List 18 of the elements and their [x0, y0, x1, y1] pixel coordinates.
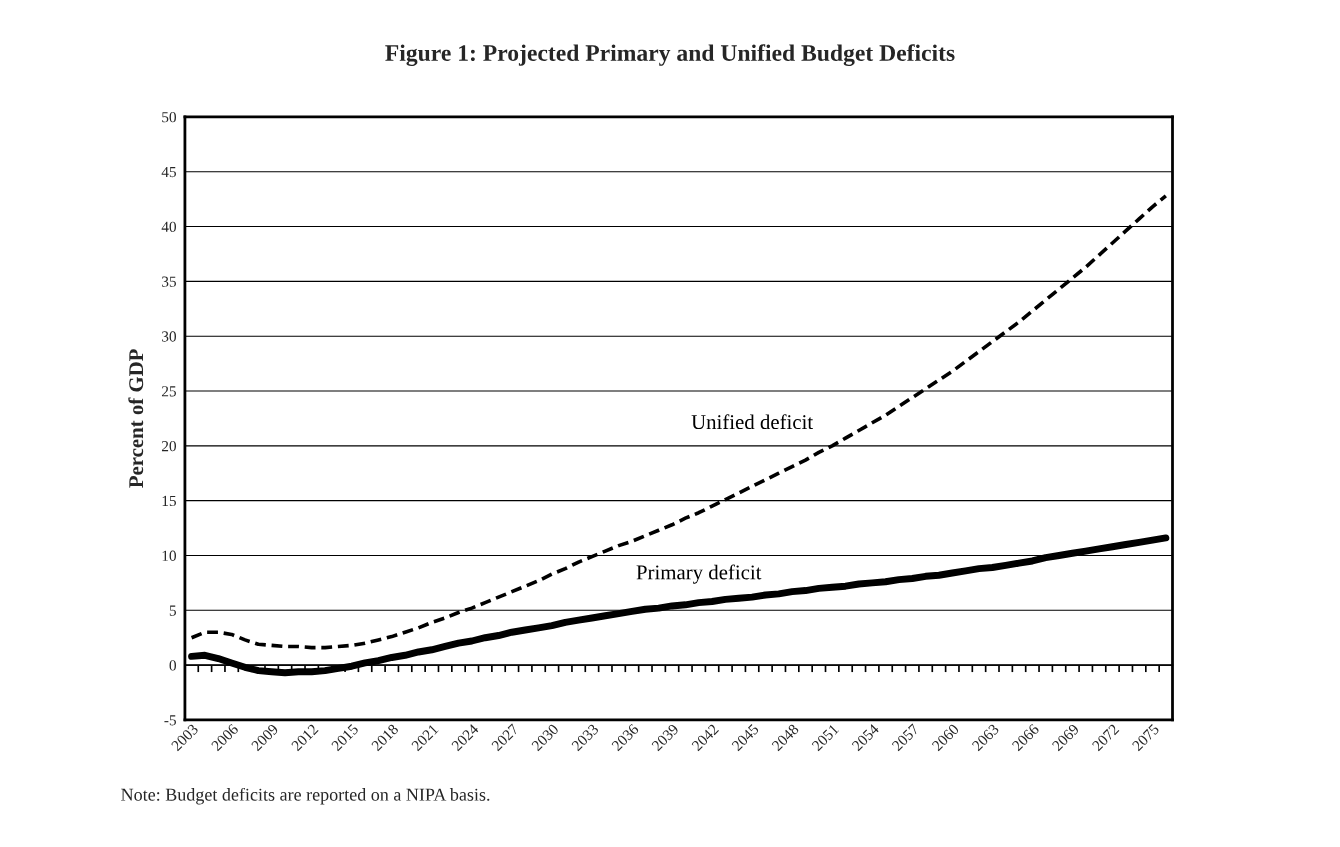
y-tick-label: 40 [161, 221, 176, 232]
chart-title: Figure 1: Projected Primary and Unified Budget Deficits [385, 44, 955, 66]
y-tick-label: 45 [161, 166, 176, 178]
y-tick-label: 20 [161, 440, 176, 452]
y-tick-label: 5 [169, 605, 176, 616]
y-tick-label: 50 [162, 112, 176, 123]
y-tick-label: 10 [162, 550, 176, 561]
y-tick-label: 35 [162, 276, 176, 287]
y-tick-label: 25 [161, 386, 176, 397]
y-axis-title: Percent of GDP [128, 349, 144, 488]
series-label: Unified deficit [691, 414, 814, 430]
y-tick-label: 30 [162, 331, 176, 342]
y-tick-label: 0 [169, 660, 176, 671]
text: Note: Budget deficits are reported on a NIPA basis. [121, 787, 490, 805]
line-series [189, 194, 1168, 650]
y-tick-label: 15 [162, 495, 176, 507]
y-tick-label: -5 [164, 715, 176, 726]
series-label: Primary deficit [636, 564, 762, 584]
